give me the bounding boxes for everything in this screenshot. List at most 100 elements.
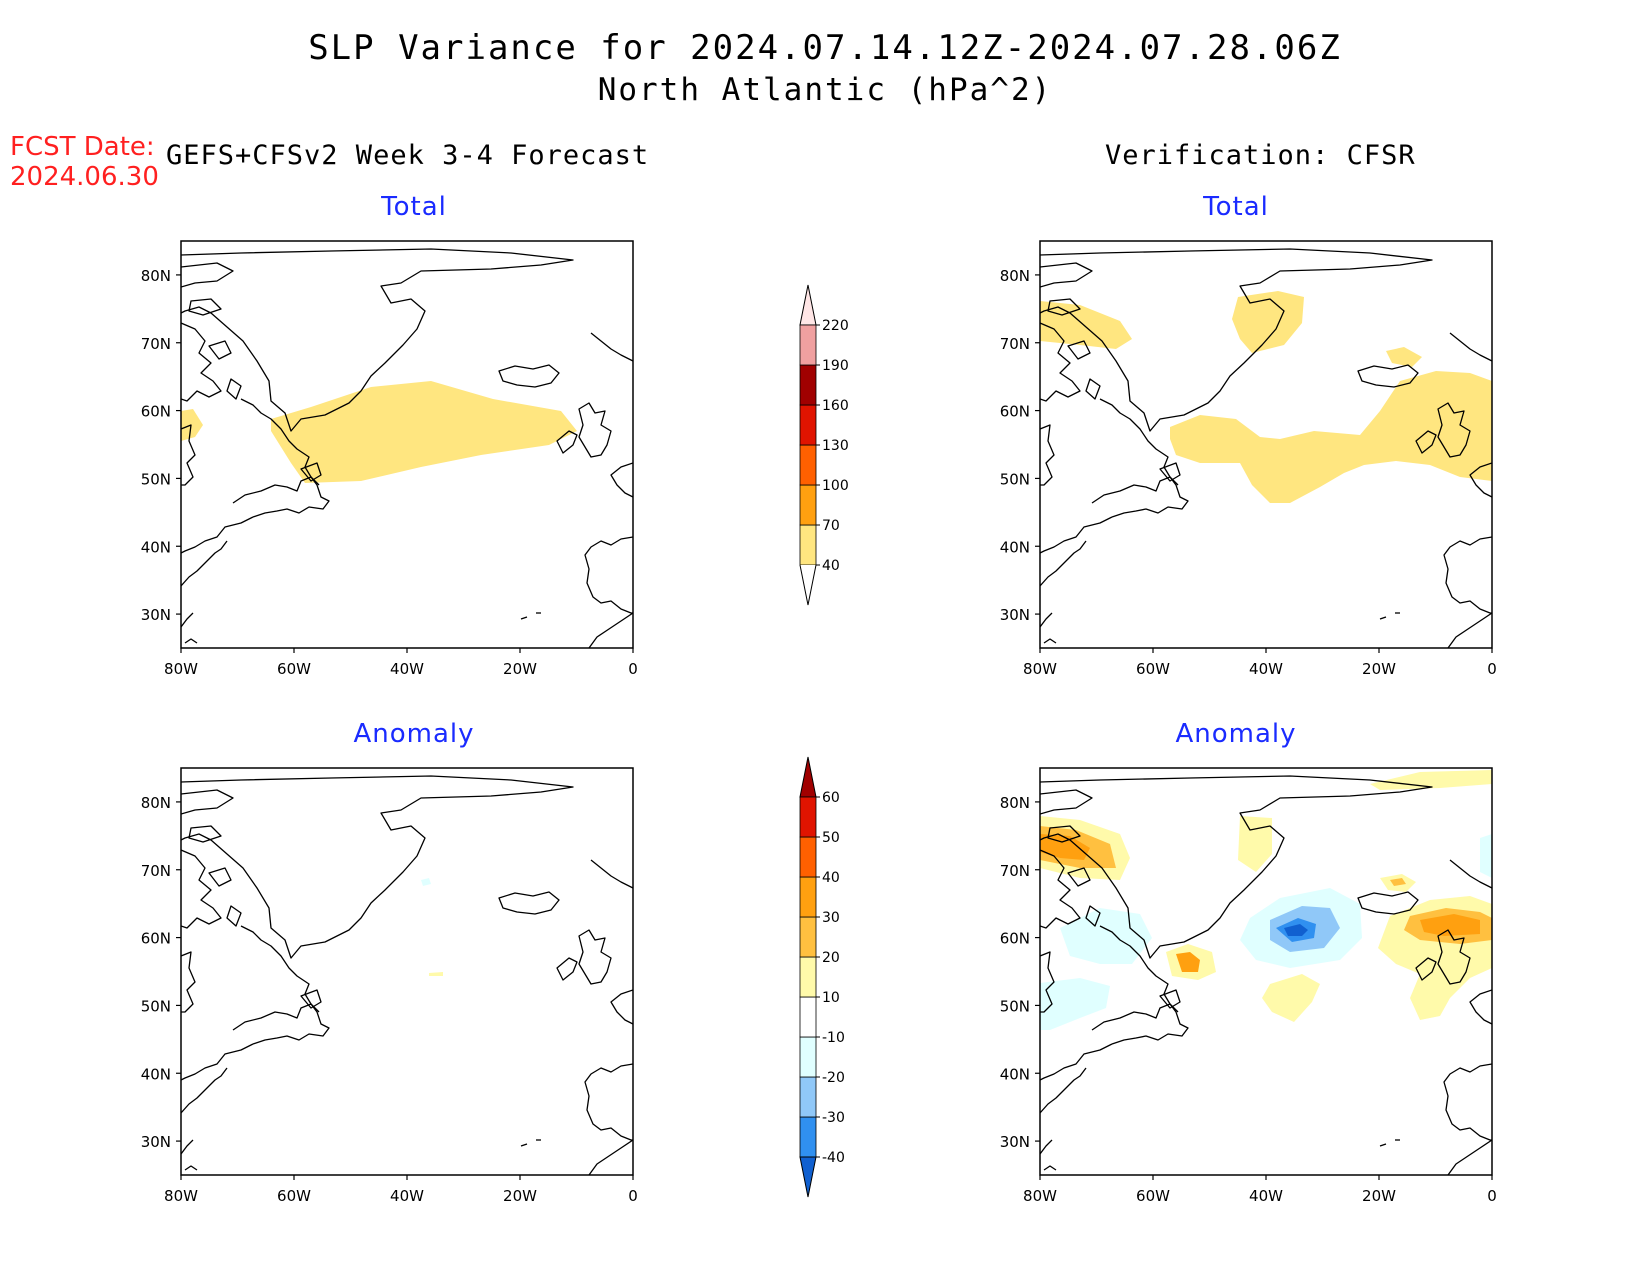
lon-tick-label: 80W xyxy=(1023,1187,1057,1205)
verif-anomaly-neg-norway xyxy=(1480,834,1492,878)
verif-total-shade-iceland xyxy=(1386,347,1422,367)
lon-tick-label: 20W xyxy=(1362,1187,1396,1205)
lon-tick-label: 60W xyxy=(277,660,311,678)
verif-anomaly-neg-west xyxy=(1040,978,1110,1030)
colorbar-total-segment xyxy=(799,444,817,486)
verif-total-shade-atlantic xyxy=(1170,371,1492,503)
lon-tick-label: 20W xyxy=(503,1187,537,1205)
lon-tick-label: 0 xyxy=(1487,660,1497,678)
verif-anomaly-pos-south-greenland-20 xyxy=(1176,952,1200,972)
lat-tick-label: 80N xyxy=(141,267,171,285)
lat-tick-label: 30N xyxy=(141,1133,171,1151)
colorbar-total-label: 100 xyxy=(822,478,849,494)
lat-tick-label: 80N xyxy=(1000,794,1030,812)
page-subtitle: North Atlantic (hPa^2) xyxy=(597,72,1053,108)
lat-tick-label: 30N xyxy=(141,606,171,624)
colorbar-anomaly: -40 -30 -20 -10 10 20 30 40 50 60 xyxy=(799,756,845,1198)
colorbar-total-bottom-arrow xyxy=(799,564,817,606)
lat-tick-label: 40N xyxy=(1000,538,1030,556)
lat-tick-label: 60N xyxy=(141,403,171,421)
lon-tick-label: 0 xyxy=(628,1187,638,1205)
colorbar-anomaly-label: -20 xyxy=(822,1070,845,1086)
lat-tick-label: 70N xyxy=(1000,862,1030,880)
colorbar-anomaly-label: 20 xyxy=(822,950,840,966)
lon-tick-label: 0 xyxy=(1487,1187,1497,1205)
lat-tick-label: 40N xyxy=(141,538,171,556)
lon-tick-label: 40W xyxy=(390,1187,424,1205)
lon-tick-label: 80W xyxy=(164,660,198,678)
lat-tick-label: 70N xyxy=(1000,335,1030,353)
lon-tick-label: 20W xyxy=(1362,660,1396,678)
colorbar-total-label: 130 xyxy=(822,438,849,454)
axis-labels: 80W 60W 40W 20W 0 80N 70N 60N 50N 40N 30N 80W 60W 40W… xyxy=(141,267,1497,1205)
lat-tick-label: 70N xyxy=(141,335,171,353)
colorbar-anomaly-segment xyxy=(799,836,817,878)
forecast-total-panel xyxy=(180,240,634,649)
verif-anomaly-pos-uk-30 xyxy=(1420,914,1480,936)
forecast-anomaly-panel xyxy=(180,767,634,1176)
colorbar-anomaly-segment xyxy=(799,796,817,838)
lat-tick-label: 50N xyxy=(141,470,171,488)
colorbar-total-label: 160 xyxy=(822,398,849,414)
lon-tick-label: 40W xyxy=(1249,1187,1283,1205)
lat-tick-label: 60N xyxy=(141,930,171,948)
lat-tick-label: 30N xyxy=(1000,1133,1030,1151)
lat-tick-label: 60N xyxy=(1000,403,1030,421)
colorbar-anomaly-segment xyxy=(799,1076,817,1118)
colorbar-anomaly-label: 60 xyxy=(822,790,840,806)
lat-tick-label: 80N xyxy=(141,794,171,812)
forecast-anomaly-speck-neg xyxy=(421,878,431,886)
colorbar-anomaly-label: 30 xyxy=(822,910,840,926)
colorbar-anomaly-segment xyxy=(799,956,817,998)
lon-tick-label: 0 xyxy=(628,660,638,678)
colorbar-total-segment xyxy=(799,524,817,566)
lat-tick-label: 80N xyxy=(1000,267,1030,285)
lon-tick-label: 60W xyxy=(277,1187,311,1205)
colorbar-total-segment xyxy=(799,364,817,406)
forecast-anomaly-title: Anomaly xyxy=(353,719,475,749)
fcst-date-label: FCST Date: xyxy=(10,132,155,162)
lat-tick-label: 50N xyxy=(141,997,171,1015)
forecast-total-shade-west xyxy=(181,409,203,441)
colorbar-anomaly-bottom-arrow xyxy=(799,1156,817,1198)
lon-tick-label: 20W xyxy=(503,660,537,678)
colorbar-total: 40 70 100 130 160 190 220 xyxy=(799,284,849,606)
colorbar-anomaly-label: 50 xyxy=(822,830,840,846)
colorbar-total-label: 220 xyxy=(822,318,849,334)
lat-tick-label: 50N xyxy=(1000,997,1030,1015)
colorbar-total-segment xyxy=(799,484,817,526)
verif-anomaly-neg-labrador xyxy=(1060,908,1152,964)
colorbar-anomaly-segment xyxy=(799,996,817,1038)
lon-tick-label: 40W xyxy=(1249,660,1283,678)
lon-tick-label: 60W xyxy=(1136,1187,1170,1205)
colorbar-total-segment xyxy=(799,404,817,446)
forecast-anomaly-frame xyxy=(180,767,634,1176)
colorbar-anomaly-segment xyxy=(799,1036,817,1078)
lat-tick-label: 40N xyxy=(1000,1065,1030,1083)
lat-tick-label: 30N xyxy=(1000,606,1030,624)
page-title: SLP Variance for 2024.07.14.12Z-2024.07.… xyxy=(308,28,1342,68)
colorbar-total-label: 40 xyxy=(822,558,840,574)
colorbar-anomaly-label: 40 xyxy=(822,870,840,886)
lon-tick-label: 40W xyxy=(390,660,424,678)
verif-anomaly-pos-baffin-30 xyxy=(1040,834,1090,860)
colorbar-anomaly-label: -30 xyxy=(822,1110,845,1126)
lat-tick-label: 50N xyxy=(1000,470,1030,488)
verification-anomaly-panel xyxy=(1039,767,1493,1176)
lon-tick-label: 80W xyxy=(164,1187,198,1205)
lat-tick-label: 70N xyxy=(141,862,171,880)
verif-anomaly-pos-north xyxy=(1370,770,1492,790)
forecast-total-shade-central xyxy=(271,381,577,483)
lat-tick-label: 60N xyxy=(1000,930,1030,948)
verification-total-panel xyxy=(1039,240,1493,649)
colorbar-anomaly-label: -40 xyxy=(822,1150,845,1166)
colorbar-total-top-arrow xyxy=(799,284,817,326)
verif-anomaly-pos-iceland-20 xyxy=(1390,878,1406,886)
colorbar-anomaly-label: -10 xyxy=(822,1030,845,1046)
lon-tick-label: 60W xyxy=(1136,660,1170,678)
colorbar-anomaly-segment xyxy=(799,916,817,958)
colorbar-anomaly-top-arrow xyxy=(799,756,817,798)
verif-anomaly-pos-greenland xyxy=(1238,816,1272,872)
forecast-total-title: Total xyxy=(381,192,447,222)
